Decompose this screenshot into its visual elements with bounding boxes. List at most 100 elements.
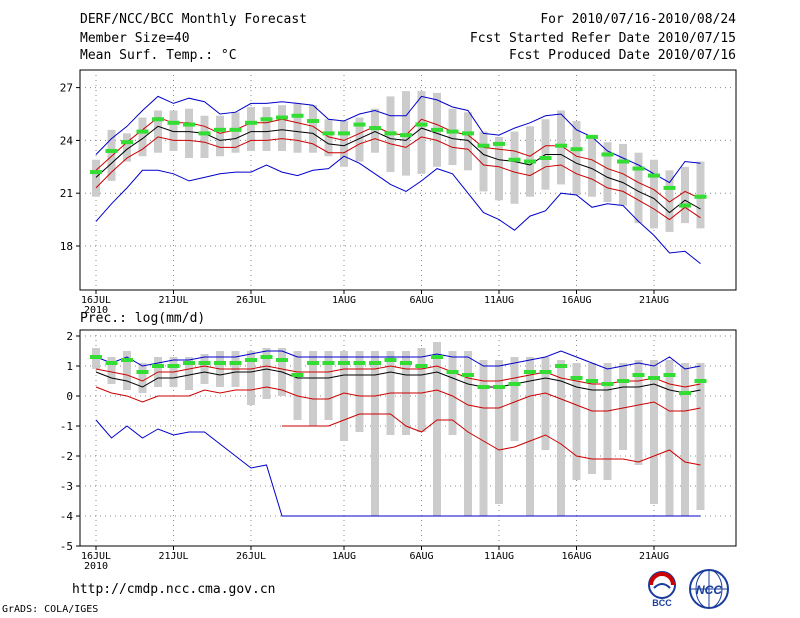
temp-spread-box: [324, 119, 333, 157]
temp-median-marker: [214, 127, 226, 132]
prec-spread-box: [634, 360, 643, 465]
temp-median-marker: [539, 156, 552, 160]
prec-series-p80: [95, 365, 701, 388]
bcc-logo-text: BCC: [652, 598, 672, 608]
temp-spread-box: [200, 115, 209, 158]
prec-x-tick-label: 21JUL: [158, 551, 188, 562]
temp-spread-box: [355, 117, 364, 162]
temp-series-p20: [95, 136, 701, 221]
temp-frame: [79, 69, 737, 291]
temp-median-marker: [570, 147, 583, 152]
temp-spread-box: [634, 152, 643, 224]
prec-median-marker: [198, 361, 211, 365]
prec-x-year-label: 2010: [84, 561, 108, 572]
temp-spread-box: [665, 170, 674, 232]
prec-spread-box: [123, 351, 131, 390]
temp-median-marker: [493, 141, 505, 146]
temp-spread-box: [138, 117, 147, 157]
temp-median-marker: [291, 113, 304, 118]
temp-y-tick-label: 21: [60, 187, 73, 200]
temp-spread-box: [340, 121, 348, 167]
prec-median-marker: [431, 355, 443, 359]
temp-median-marker: [617, 159, 629, 164]
temp-median-marker: [105, 148, 118, 153]
prec-median-marker: [322, 361, 335, 365]
temp-median-marker: [663, 185, 676, 190]
prec-median-marker: [136, 370, 149, 374]
variable-label: Mean Surf. Temp.: °C: [80, 48, 237, 63]
prec-spread-box: [495, 360, 503, 504]
temp-median-marker: [446, 129, 459, 134]
temp-spread-box: [371, 108, 379, 153]
temp-spread-box: [169, 110, 178, 151]
temp-median-marker: [338, 131, 350, 136]
prec-median-marker: [601, 382, 614, 386]
prec-median-marker: [90, 355, 102, 359]
prec-spread-box: [464, 351, 472, 516]
temp-median-marker: [586, 134, 598, 139]
prec-series-min: [95, 419, 701, 517]
temp-spread-box: [185, 108, 193, 158]
temp-median-marker: [508, 157, 521, 162]
prec-x-tick-label: 16AUG: [561, 551, 591, 562]
prec-series-mean: [95, 368, 701, 394]
prec-median-marker: [214, 361, 226, 365]
temp-median-marker: [632, 166, 645, 171]
temp-median-marker: [679, 203, 691, 208]
prec-spread-box: [603, 363, 612, 480]
source-url[interactable]: http://cmdp.ncc.cma.gov.cn: [72, 582, 276, 597]
ncc-logo: NCC: [689, 569, 729, 609]
temp-y-tick-label: 18: [60, 240, 73, 253]
prec-median-marker: [167, 364, 180, 368]
prec-y-tick-label: -2: [60, 450, 73, 463]
prec-spread-box: [526, 357, 534, 516]
prec-series-p20: [95, 386, 701, 412]
temp-median-marker: [415, 122, 428, 127]
prec-spread-box: [262, 348, 271, 399]
prec-median-marker: [570, 376, 583, 380]
prec-y-tick-label: -4: [60, 510, 74, 523]
prec-median-marker: [508, 382, 521, 386]
temp-median-marker: [369, 126, 381, 131]
temp-median-marker: [648, 173, 660, 178]
bcc-logo: BCC: [648, 571, 676, 608]
prec-frame: [79, 329, 737, 547]
prec-median-marker: [663, 373, 676, 377]
temp-spread-box: [107, 129, 116, 181]
prec-median-marker: [415, 364, 428, 368]
temp-spread-box: [650, 159, 658, 229]
temp-x-tick-label: 11AUG: [484, 295, 514, 306]
prec-median-marker: [477, 385, 490, 389]
prec-spread-box: [681, 363, 689, 516]
temp-spread-box: [619, 143, 627, 206]
temp-x-tick-label: 21JUL: [158, 295, 188, 306]
temp-series-p80: [95, 116, 701, 203]
prec-median-marker: [353, 361, 366, 365]
temp-spread-box: [681, 166, 689, 224]
prec-median-marker: [555, 364, 567, 368]
prec-spread-box: [138, 363, 147, 393]
temp-spread-box: [293, 103, 302, 153]
prec-median-marker: [632, 373, 645, 377]
prec-median-marker: [260, 355, 273, 359]
prec-median-marker: [400, 361, 412, 365]
temp-x-tick-label: 6AUG: [409, 295, 433, 306]
prec-x-tick-label: 26JUL: [236, 551, 266, 562]
prec-y-tick-label: 2: [66, 330, 73, 343]
temp-spread-box: [262, 106, 271, 151]
prec-spread-box: [557, 360, 565, 516]
temp-spread-box: [231, 112, 240, 153]
temp-median-marker: [260, 117, 273, 122]
temp-median-marker: [400, 133, 412, 138]
prec-spread-box: [355, 351, 364, 432]
temp-x-tick-label: 16AUG: [561, 295, 591, 306]
prec-median-marker: [524, 370, 536, 374]
prec-median-marker: [446, 370, 459, 374]
prec-median-marker: [539, 370, 552, 374]
temp-median-marker: [555, 143, 567, 148]
prec-spread-box: [619, 363, 627, 450]
prec-x-tick-label: 16JUL: [81, 551, 111, 562]
temp-spread-box: [464, 112, 472, 171]
temp-median-marker: [183, 122, 195, 127]
